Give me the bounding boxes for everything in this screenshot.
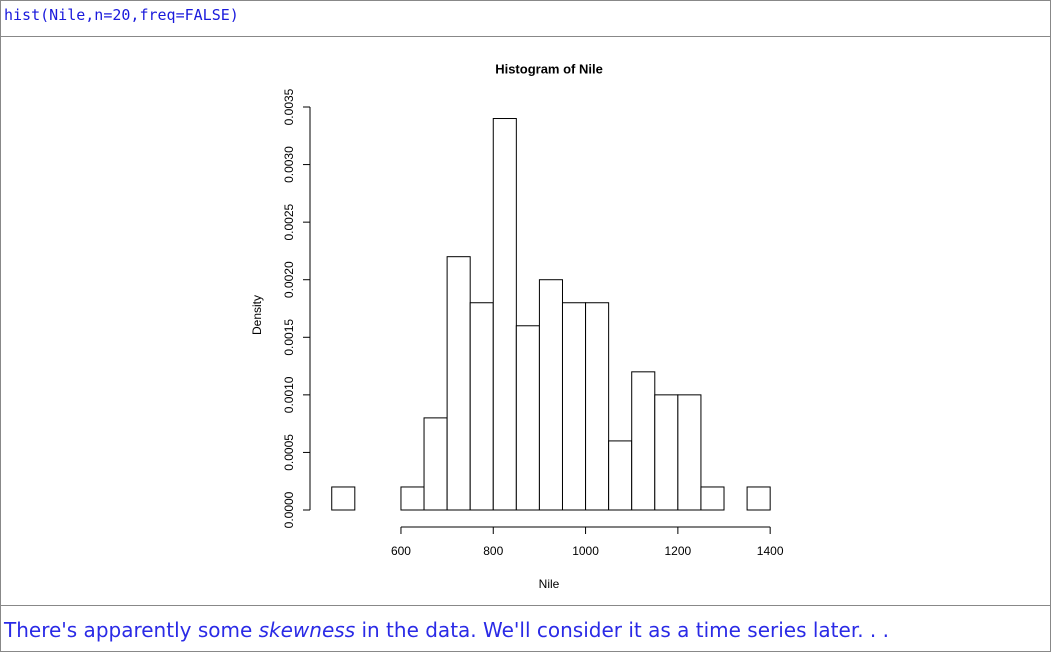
caption: There's apparently some skewness in the …: [4, 618, 889, 642]
bar: [423, 417, 448, 511]
y-tick-label: 0.0035: [282, 88, 296, 125]
x-axis-label: Nile: [539, 577, 560, 591]
x-tick-label: 1400: [757, 544, 784, 558]
bar: [515, 325, 540, 511]
y-tick-label: 0.0020: [282, 261, 296, 298]
y-tick-label: 0.0015: [282, 319, 296, 356]
chart-title: Histogram of Nile: [495, 61, 603, 76]
bar: [446, 256, 471, 511]
bar: [631, 371, 656, 511]
bar: [492, 118, 517, 511]
caption-text: in the data. We'll consider it as a time…: [355, 618, 890, 642]
y-tick-label: 0.0010: [282, 376, 296, 413]
y-axis-label: Density: [250, 295, 264, 335]
x-tick-label: 1000: [572, 544, 599, 558]
bar: [677, 394, 702, 511]
bar: [585, 302, 610, 511]
y-tick-label: 0.0030: [282, 146, 296, 183]
code-line: hist(Nile,n=20,freq=FALSE): [4, 6, 239, 24]
bar: [561, 302, 587, 511]
bar: [700, 486, 725, 511]
y-tick-label: 0.0025: [282, 203, 296, 240]
caption-emphasis: skewness: [258, 618, 356, 642]
caption-text: There's apparently some: [4, 618, 259, 642]
y-tick-label: 0.0000: [282, 491, 296, 528]
x-tick-label: 600: [391, 544, 411, 558]
bar: [331, 486, 356, 511]
bar: [746, 486, 771, 511]
y-tick-label: 0.0005: [282, 434, 296, 471]
x-tick-label: 1200: [665, 544, 692, 558]
bar: [608, 440, 633, 511]
bar: [469, 302, 494, 511]
bar: [654, 394, 679, 511]
bar: [538, 279, 563, 511]
bar: [400, 486, 425, 511]
x-tick-label: 800: [483, 544, 503, 558]
